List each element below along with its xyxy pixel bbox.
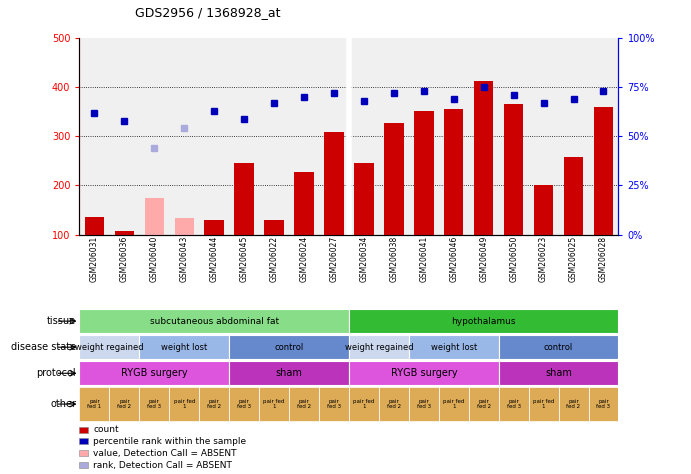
Text: RYGB surgery: RYGB surgery bbox=[121, 368, 188, 378]
Text: weight regained: weight regained bbox=[75, 343, 144, 352]
Text: pair
fed 3: pair fed 3 bbox=[507, 399, 521, 409]
Bar bbox=[594, 107, 613, 235]
Bar bbox=[589, 387, 618, 421]
Bar bbox=[558, 387, 589, 421]
Bar bbox=[79, 387, 109, 421]
Bar bbox=[349, 361, 499, 385]
Bar bbox=[259, 387, 289, 421]
Text: disease state: disease state bbox=[11, 342, 76, 352]
Bar bbox=[349, 309, 618, 333]
Text: control: control bbox=[274, 343, 303, 352]
Text: pair
fed 2: pair fed 2 bbox=[387, 399, 401, 409]
Bar bbox=[564, 157, 583, 235]
Text: pair
fed 3: pair fed 3 bbox=[417, 399, 431, 409]
Text: pair
fed 3: pair fed 3 bbox=[237, 399, 252, 409]
Bar bbox=[444, 109, 464, 235]
Bar bbox=[229, 387, 259, 421]
Text: pair
fed 3: pair fed 3 bbox=[596, 399, 611, 409]
Bar bbox=[229, 335, 349, 359]
Bar bbox=[409, 335, 499, 359]
Text: pair
fed 1: pair fed 1 bbox=[87, 399, 102, 409]
Text: subcutaneous abdominal fat: subcutaneous abdominal fat bbox=[150, 317, 278, 326]
Bar bbox=[205, 220, 224, 235]
Bar bbox=[79, 361, 229, 385]
Text: percentile rank within the sample: percentile rank within the sample bbox=[93, 437, 247, 446]
Text: pair
fed 3: pair fed 3 bbox=[147, 399, 162, 409]
Bar bbox=[499, 387, 529, 421]
Bar bbox=[529, 387, 558, 421]
Bar bbox=[175, 219, 194, 235]
Text: rank, Detection Call = ABSENT: rank, Detection Call = ABSENT bbox=[93, 461, 232, 470]
Text: RYGB surgery: RYGB surgery bbox=[390, 368, 457, 378]
Text: weight lost: weight lost bbox=[161, 343, 207, 352]
Text: weight regained: weight regained bbox=[345, 343, 413, 352]
Bar bbox=[169, 387, 199, 421]
Text: pair
fed 2: pair fed 2 bbox=[297, 399, 311, 409]
Text: sham: sham bbox=[545, 368, 572, 378]
Bar bbox=[534, 185, 553, 235]
Bar bbox=[499, 335, 618, 359]
Bar bbox=[468, 387, 499, 421]
Bar bbox=[324, 132, 343, 235]
Bar bbox=[289, 387, 319, 421]
Text: pair
fed 2: pair fed 2 bbox=[477, 399, 491, 409]
Text: pair
fed 2: pair fed 2 bbox=[567, 399, 580, 409]
Text: weight lost: weight lost bbox=[430, 343, 477, 352]
Text: control: control bbox=[544, 343, 573, 352]
Bar bbox=[199, 387, 229, 421]
Bar bbox=[349, 335, 409, 359]
Bar bbox=[294, 172, 314, 235]
Text: pair
fed 2: pair fed 2 bbox=[117, 399, 131, 409]
Text: tissue: tissue bbox=[47, 316, 76, 326]
Text: pair fed
1: pair fed 1 bbox=[533, 399, 554, 409]
Text: hypothalamus: hypothalamus bbox=[451, 317, 516, 326]
Bar bbox=[414, 111, 433, 235]
Bar bbox=[354, 164, 374, 235]
Text: pair fed
1: pair fed 1 bbox=[443, 399, 464, 409]
Text: pair
fed 2: pair fed 2 bbox=[207, 399, 221, 409]
Bar bbox=[79, 335, 140, 359]
Bar bbox=[409, 387, 439, 421]
Text: pair
fed 3: pair fed 3 bbox=[327, 399, 341, 409]
Bar bbox=[140, 387, 169, 421]
Text: value, Detection Call = ABSENT: value, Detection Call = ABSENT bbox=[93, 449, 237, 458]
Bar bbox=[379, 387, 409, 421]
Bar bbox=[115, 231, 134, 235]
Bar bbox=[229, 361, 349, 385]
Bar bbox=[439, 387, 468, 421]
Text: pair fed
1: pair fed 1 bbox=[263, 399, 285, 409]
Bar bbox=[349, 387, 379, 421]
Text: pair fed
1: pair fed 1 bbox=[353, 399, 375, 409]
Bar bbox=[140, 335, 229, 359]
Bar bbox=[474, 81, 493, 235]
Bar bbox=[85, 218, 104, 235]
Text: protocol: protocol bbox=[37, 368, 76, 378]
Bar bbox=[384, 122, 404, 235]
Bar bbox=[234, 164, 254, 235]
Bar bbox=[79, 309, 349, 333]
Bar bbox=[265, 220, 284, 235]
Text: count: count bbox=[93, 425, 119, 434]
Text: GDS2956 / 1368928_at: GDS2956 / 1368928_at bbox=[135, 6, 281, 19]
Bar bbox=[144, 198, 164, 235]
Bar bbox=[499, 361, 618, 385]
Text: other: other bbox=[50, 399, 76, 409]
Text: sham: sham bbox=[276, 368, 303, 378]
Text: pair fed
1: pair fed 1 bbox=[173, 399, 195, 409]
Bar bbox=[504, 104, 523, 235]
Bar bbox=[109, 387, 140, 421]
Bar bbox=[319, 387, 349, 421]
